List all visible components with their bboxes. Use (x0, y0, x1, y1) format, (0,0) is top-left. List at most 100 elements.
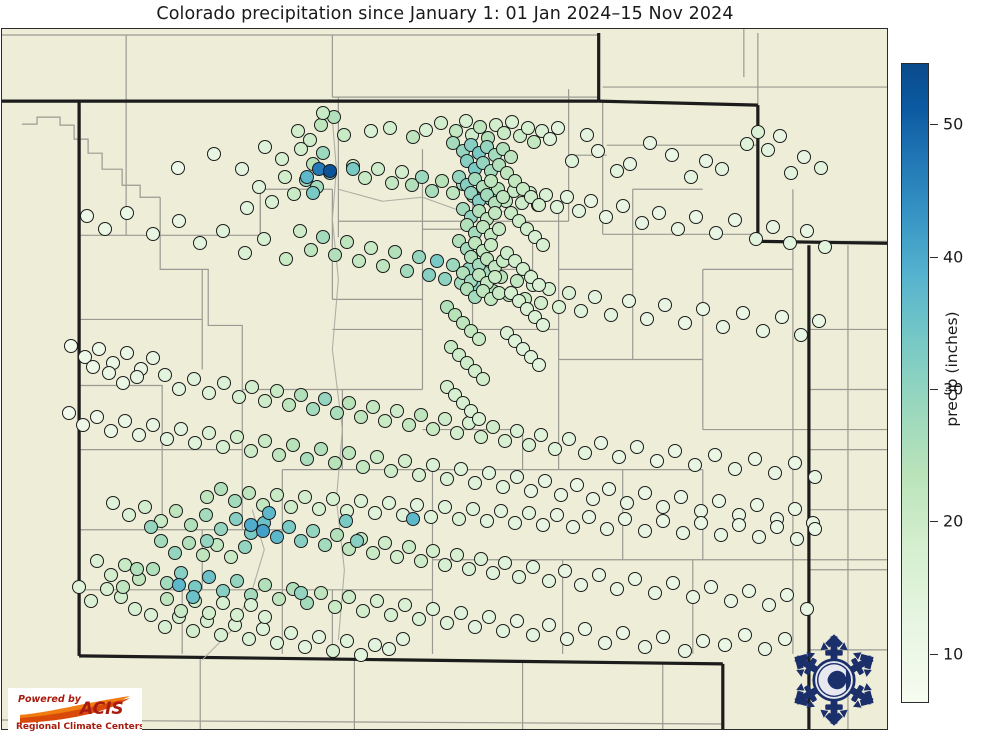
station-marker[interactable] (378, 414, 392, 428)
station-marker[interactable] (328, 600, 342, 614)
station-marker[interactable] (504, 150, 518, 164)
station-marker[interactable] (512, 570, 526, 584)
station-marker[interactable] (468, 620, 482, 634)
station-marker[interactable] (496, 190, 510, 204)
station-marker[interactable] (130, 370, 144, 384)
station-marker[interactable] (770, 520, 784, 534)
station-marker[interactable] (492, 222, 506, 236)
station-marker[interactable] (542, 574, 556, 588)
station-marker[interactable] (459, 114, 473, 128)
station-marker[interactable] (306, 524, 320, 538)
station-marker[interactable] (98, 222, 112, 236)
station-marker[interactable] (252, 180, 266, 194)
station-marker[interactable] (462, 562, 476, 576)
station-marker[interactable] (214, 628, 228, 642)
station-marker[interactable] (668, 444, 682, 458)
station-marker[interactable] (92, 342, 106, 356)
station-marker[interactable] (534, 428, 548, 442)
station-marker[interactable] (294, 586, 308, 600)
station-marker[interactable] (584, 194, 598, 208)
station-marker[interactable] (676, 526, 690, 540)
station-marker[interactable] (84, 594, 98, 608)
station-marker[interactable] (414, 408, 428, 422)
station-marker[interactable] (298, 490, 312, 504)
station-marker[interactable] (562, 432, 576, 446)
station-marker[interactable] (628, 572, 642, 586)
station-marker[interactable] (604, 308, 618, 322)
station-marker[interactable] (272, 448, 286, 462)
station-marker[interactable] (270, 636, 284, 650)
station-marker[interactable] (169, 504, 183, 518)
station-marker[interactable] (766, 220, 780, 234)
station-marker[interactable] (412, 612, 426, 626)
station-marker[interactable] (314, 442, 328, 456)
station-marker[interactable] (762, 598, 776, 612)
station-marker[interactable] (312, 630, 326, 644)
station-marker[interactable] (174, 604, 188, 618)
station-marker[interactable] (526, 628, 540, 642)
station-marker[interactable] (758, 642, 772, 656)
station-marker[interactable] (406, 512, 420, 526)
station-marker[interactable] (230, 608, 244, 622)
station-marker[interactable] (742, 584, 756, 598)
station-marker[interactable] (326, 644, 340, 658)
station-marker[interactable] (578, 622, 592, 636)
station-marker[interactable] (130, 562, 144, 576)
station-marker[interactable] (550, 508, 564, 522)
station-marker[interactable] (258, 394, 272, 408)
station-marker[interactable] (146, 227, 160, 241)
station-marker[interactable] (638, 524, 652, 538)
station-marker[interactable] (86, 360, 100, 374)
station-marker[interactable] (775, 310, 789, 324)
station-marker[interactable] (138, 500, 152, 514)
station-marker[interactable] (186, 590, 200, 604)
station-marker[interactable] (160, 592, 174, 606)
station-marker[interactable] (599, 210, 613, 224)
station-marker[interactable] (434, 116, 448, 130)
station-marker[interactable] (574, 578, 588, 592)
station-marker[interactable] (402, 540, 416, 554)
station-marker[interactable] (658, 298, 672, 312)
station-marker[interactable] (570, 478, 584, 492)
station-marker[interactable] (594, 436, 608, 450)
station-marker[interactable] (736, 306, 750, 320)
station-marker[interactable] (316, 230, 330, 244)
station-marker[interactable] (240, 201, 254, 215)
station-marker[interactable] (80, 209, 94, 223)
station-marker[interactable] (818, 240, 832, 254)
station-marker[interactable] (146, 562, 160, 576)
station-marker[interactable] (648, 586, 662, 600)
station-marker[interactable] (224, 550, 238, 564)
station-marker[interactable] (666, 576, 680, 590)
station-marker[interactable] (784, 166, 798, 180)
station-marker[interactable] (496, 480, 510, 494)
station-marker[interactable] (328, 456, 342, 470)
station-marker[interactable] (262, 506, 276, 520)
station-marker[interactable] (318, 538, 332, 552)
station-marker[interactable] (718, 638, 732, 652)
station-marker[interactable] (426, 602, 440, 616)
station-marker[interactable] (814, 161, 828, 175)
station-marker[interactable] (674, 490, 688, 504)
station-marker[interactable] (116, 580, 130, 594)
station-marker[interactable] (724, 594, 738, 608)
station-marker[interactable] (217, 376, 231, 390)
station-marker[interactable] (473, 120, 487, 134)
station-marker[interactable] (616, 626, 630, 640)
station-marker[interactable] (716, 320, 730, 334)
station-marker[interactable] (286, 438, 300, 452)
station-marker[interactable] (328, 248, 342, 262)
station-marker[interactable] (543, 132, 557, 146)
station-marker[interactable] (732, 518, 746, 532)
station-marker[interactable] (395, 165, 409, 179)
station-marker[interactable] (630, 440, 644, 454)
station-marker[interactable] (616, 199, 630, 213)
station-marker[interactable] (238, 540, 252, 554)
station-marker[interactable] (76, 418, 90, 432)
station-marker[interactable] (482, 466, 496, 480)
station-marker[interactable] (258, 140, 272, 154)
station-marker[interactable] (398, 454, 412, 468)
station-marker[interactable] (342, 590, 356, 604)
station-marker[interactable] (497, 126, 511, 140)
station-marker[interactable] (144, 520, 158, 534)
